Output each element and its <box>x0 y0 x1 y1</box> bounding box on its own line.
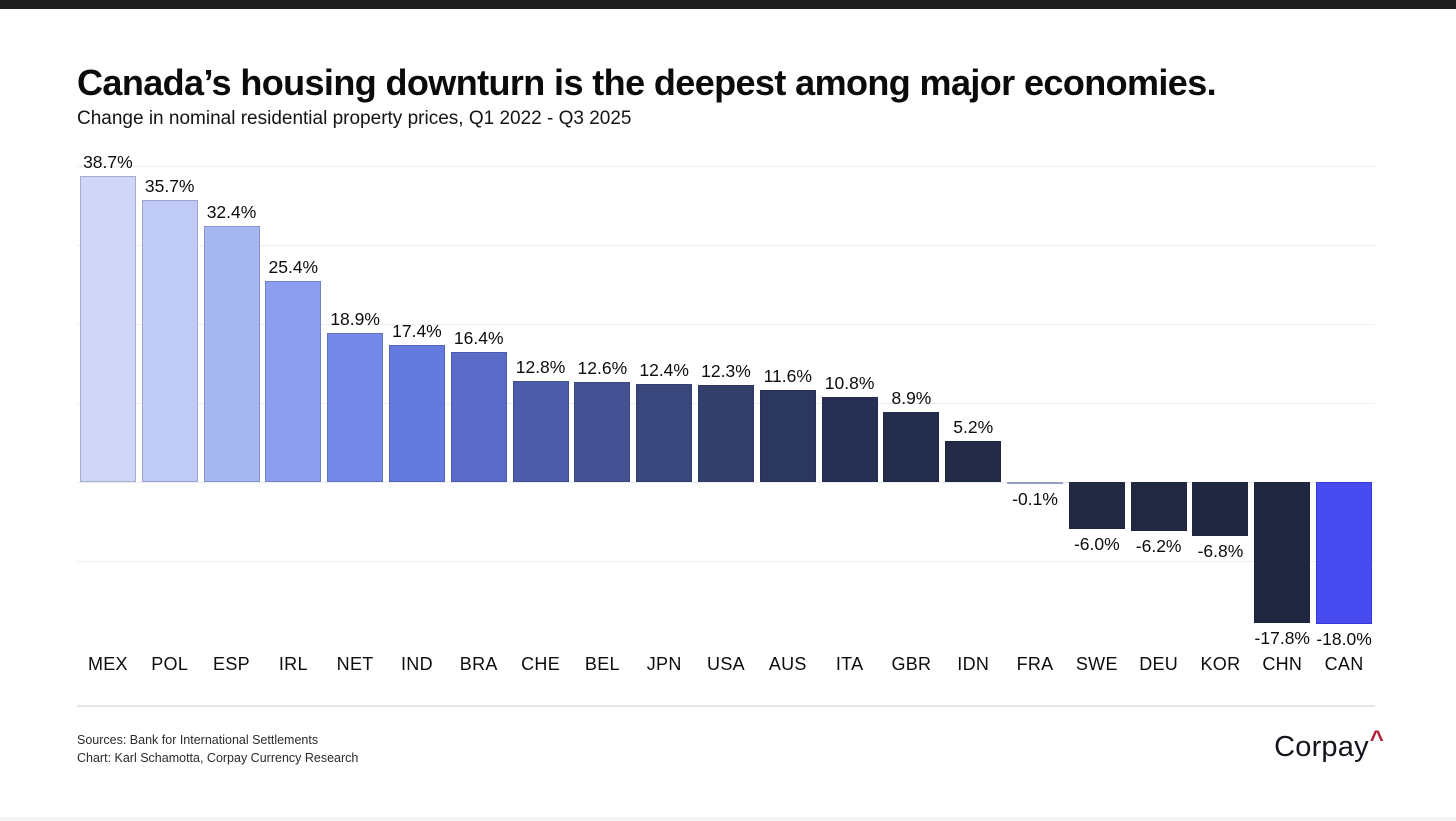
credit-line: Chart: Karl Schamotta, Corpay Currency R… <box>77 751 359 765</box>
x-label-gbr: GBR <box>891 654 932 674</box>
gridline-0pct <box>77 482 1375 483</box>
x-label-fra: FRA <box>1016 654 1054 674</box>
bar-kor <box>1192 482 1249 536</box>
corpay-logo: Corpay^ <box>1274 726 1384 764</box>
bar-swe <box>1068 482 1125 530</box>
x-label-esp: ESP <box>213 654 250 674</box>
x-label-irl: IRL <box>278 654 308 674</box>
bar-gbr <box>883 411 940 482</box>
bar-irl <box>265 281 322 482</box>
bar-esp <box>203 226 260 482</box>
bar-usa <box>698 384 754 482</box>
value-label-fra: -0.1% <box>1012 489 1058 509</box>
source-line: Sources: Bank for International Settleme… <box>77 733 319 747</box>
bar-chart-plot-area: 38.7% MEX 35.7% POL 32.4% ESP 25.4% IRL 18.9% NET… <box>77 140 1375 700</box>
bar-fra <box>1007 482 1064 484</box>
bar-idn <box>945 440 1002 482</box>
bar-can <box>1316 482 1373 625</box>
value-label-ind: 17.4% <box>392 320 442 341</box>
bar-mex <box>79 176 136 482</box>
value-label-esp: 32.4% <box>206 202 257 223</box>
x-label-net: NET <box>336 654 374 674</box>
value-label-can: -18.0% <box>1316 629 1372 650</box>
x-label-kor: KOR <box>1200 654 1241 674</box>
top-border-strip <box>0 0 1456 9</box>
bar-che <box>512 380 569 482</box>
bar-ita <box>821 396 878 482</box>
value-label-gbr: 8.9% <box>891 387 932 408</box>
value-label-bel: 12.6% <box>577 358 628 379</box>
value-label-chn: -17.8% <box>1254 627 1310 648</box>
value-label-pol: 35.7% <box>144 175 195 196</box>
value-label-deu: -6.2% <box>1135 535 1182 556</box>
x-label-jpn: JPN <box>646 654 682 674</box>
gridline-20pct <box>77 324 1375 325</box>
bar-bel <box>574 382 631 482</box>
chart-subtitle: Change in nominal residential property p… <box>77 108 632 129</box>
corpay-logo-text: Corpay <box>1274 731 1369 763</box>
value-label-che: 12.8% <box>515 356 566 377</box>
bar-chn <box>1254 482 1311 623</box>
bar-aus <box>759 390 816 482</box>
value-label-aus: 11.6% <box>763 366 812 387</box>
value-label-mex: 38.7% <box>83 152 133 173</box>
bottom-border-strip <box>0 817 1456 821</box>
x-label-usa: USA <box>707 654 745 674</box>
x-label-ita: ITA <box>835 654 864 674</box>
value-label-irl: 25.4% <box>268 257 319 278</box>
value-label-ita: 10.8% <box>824 372 875 393</box>
x-label-mex: MEX <box>87 654 128 674</box>
value-label-swe: -6.0% <box>1073 534 1120 555</box>
x-label-aus: AUS <box>768 654 807 674</box>
x-label-pol: POL <box>151 654 189 674</box>
x-label-can: CAN <box>1324 654 1364 674</box>
source-notes: Sources: Bank for International Settleme… <box>77 731 358 767</box>
bar-net <box>327 332 384 482</box>
value-label-idn: 5.2% <box>953 416 994 437</box>
x-label-bra: BRA <box>459 654 498 674</box>
value-label-usa: 12.3% <box>701 360 751 381</box>
gridline-40pct <box>77 166 1375 167</box>
chart-title: Canada’s housing downturn is the deepest… <box>77 62 1217 103</box>
gridline-30pct <box>77 245 1375 246</box>
value-label-bra: 16.4% <box>453 328 504 349</box>
corpay-caret-icon: ^ <box>1369 726 1384 753</box>
x-label-idn: IDN <box>957 654 990 674</box>
x-label-bel: BEL <box>584 654 620 674</box>
bar-jpn <box>636 384 693 482</box>
value-label-jpn: 12.4% <box>639 360 689 381</box>
x-label-chn: CHN <box>1262 654 1303 674</box>
x-label-deu: DEU <box>1139 654 1179 674</box>
x-label-ind: IND <box>400 654 433 674</box>
x-label-swe: SWE <box>1075 654 1118 674</box>
footer-divider <box>77 705 1375 707</box>
bar-bra <box>450 352 507 482</box>
value-label-kor: -6.8% <box>1197 540 1244 561</box>
bar-ind <box>388 344 445 482</box>
bar-pol <box>141 199 198 482</box>
bar-deu <box>1130 482 1187 531</box>
x-label-che: CHE <box>521 654 560 674</box>
value-label-net: 18.9% <box>330 308 380 329</box>
gridline--10pct <box>77 561 1375 562</box>
